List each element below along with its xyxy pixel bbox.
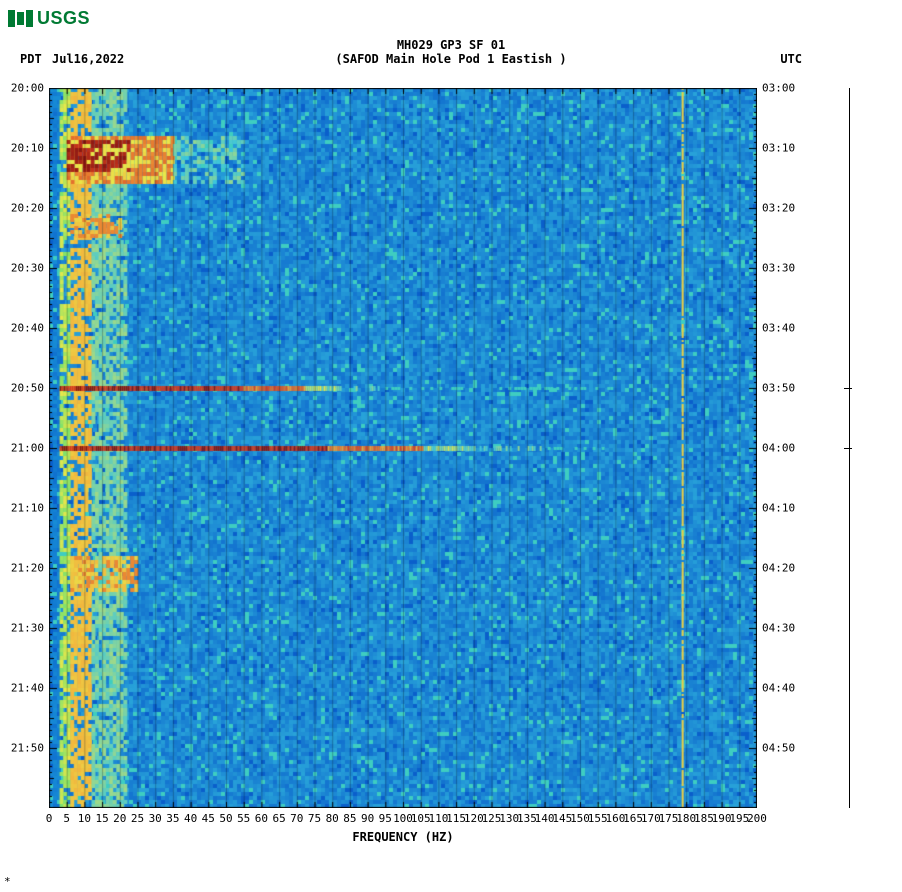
y-left-tick: 21:20 <box>11 562 44 575</box>
y-left-tick: 20:20 <box>11 202 44 215</box>
x-tick: 5 <box>63 812 70 825</box>
y-left-tick: 21:30 <box>11 622 44 635</box>
y-right-tick: 04:50 <box>762 742 795 755</box>
y-right-tick: 04:10 <box>762 502 795 515</box>
x-axis-label: FREQUENCY (HZ) <box>49 830 757 844</box>
y-left-tick: 21:40 <box>11 682 44 695</box>
x-tick: 85 <box>343 812 356 825</box>
x-tick: 95 <box>379 812 392 825</box>
x-tick: 20 <box>113 812 126 825</box>
x-tick: 80 <box>326 812 339 825</box>
event-tick-mark <box>844 388 852 389</box>
y-left-tick: 20:50 <box>11 382 44 395</box>
y-left-tick: 20:40 <box>11 322 44 335</box>
x-tick: 75 <box>308 812 321 825</box>
y-axis-left: 20:0020:1020:2020:3020:4020:5021:0021:10… <box>0 88 48 808</box>
y-right-tick: 04:00 <box>762 442 795 455</box>
x-tick: 45 <box>202 812 215 825</box>
x-tick: 40 <box>184 812 197 825</box>
y-right-tick: 04:20 <box>762 562 795 575</box>
y-right-tick: 03:00 <box>762 82 795 95</box>
x-tick: 15 <box>95 812 108 825</box>
x-tick: 70 <box>290 812 303 825</box>
utc-label: UTC <box>780 52 802 66</box>
event-tick-mark <box>844 448 852 449</box>
corner-mark: * <box>4 875 11 888</box>
chart-title: MH029 GP3 SF 01 <box>0 38 902 52</box>
x-tick: 200 <box>747 812 767 825</box>
y-right-tick: 04:30 <box>762 622 795 635</box>
x-tick: 25 <box>131 812 144 825</box>
y-right-tick: 03:10 <box>762 142 795 155</box>
x-tick: 65 <box>272 812 285 825</box>
x-tick: 50 <box>219 812 232 825</box>
y-left-tick: 21:00 <box>11 442 44 455</box>
x-tick: 10 <box>78 812 91 825</box>
x-tick: 35 <box>166 812 179 825</box>
logo-text: USGS <box>37 8 90 29</box>
y-left-tick: 21:10 <box>11 502 44 515</box>
y-right-tick: 03:40 <box>762 322 795 335</box>
date-label: Jul16,2022 <box>52 52 124 66</box>
y-axis-right: 03:0003:1003:2003:3003:4003:5004:0004:10… <box>758 88 806 808</box>
logo-bars-icon <box>8 10 33 27</box>
pdt-label: PDT <box>20 52 42 66</box>
y-left-tick: 20:10 <box>11 142 44 155</box>
spectrogram-chart <box>49 88 757 808</box>
usgs-logo: USGS <box>8 8 90 29</box>
y-left-tick: 20:00 <box>11 82 44 95</box>
x-tick: 60 <box>255 812 268 825</box>
y-right-tick: 03:50 <box>762 382 795 395</box>
chart-subtitle: (SAFOD Main Hole Pod 1 Eastish ) <box>0 52 902 66</box>
x-tick: 30 <box>149 812 162 825</box>
chart-header: MH029 GP3 SF 01 (SAFOD Main Hole Pod 1 E… <box>0 38 902 66</box>
y-right-tick: 03:20 <box>762 202 795 215</box>
x-tick: 55 <box>237 812 250 825</box>
y-right-tick: 04:40 <box>762 682 795 695</box>
x-tick: 0 <box>46 812 53 825</box>
y-left-tick: 21:50 <box>11 742 44 755</box>
x-tick: 90 <box>361 812 374 825</box>
y-left-tick: 20:30 <box>11 262 44 275</box>
spectrogram-canvas <box>49 88 757 808</box>
right-marker-bar <box>848 88 850 808</box>
y-right-tick: 03:30 <box>762 262 795 275</box>
